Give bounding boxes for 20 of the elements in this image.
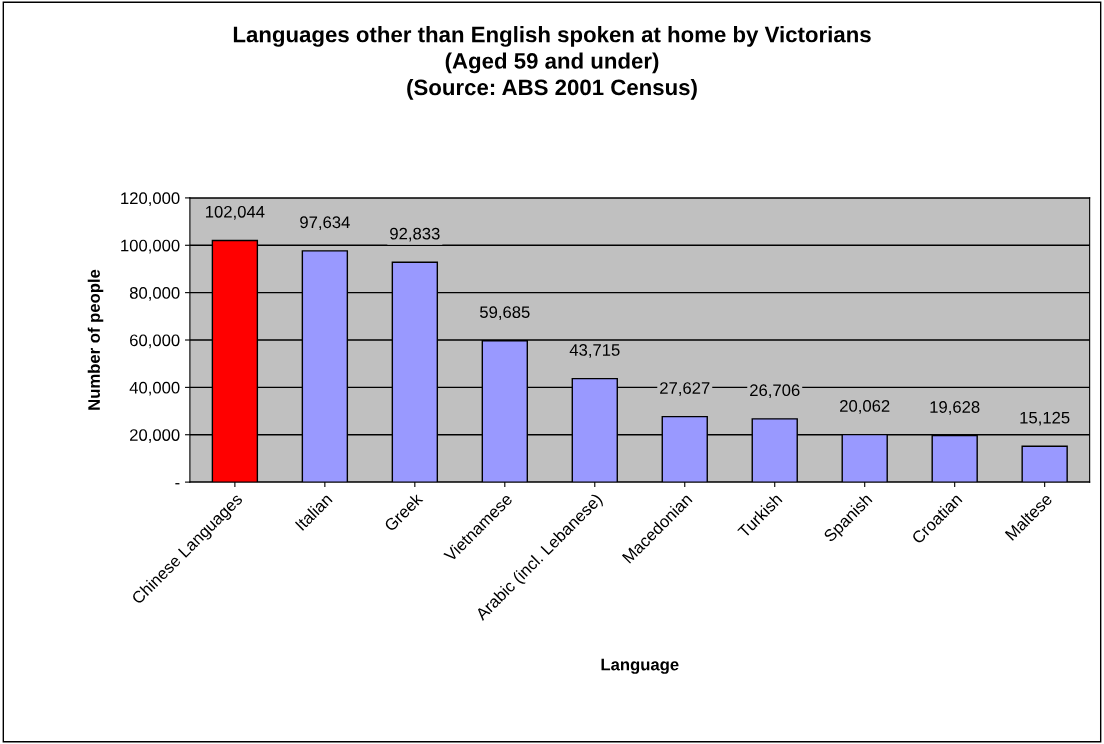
y-tick-label: -	[175, 483, 180, 485]
data-label: 59,685	[479, 306, 530, 320]
y-tick-label: 20,000	[130, 429, 180, 443]
data-label: 26,706	[750, 384, 800, 399]
data-label: 15,125	[1020, 411, 1070, 426]
y-tick-label: 40,000	[129, 381, 180, 396]
data-label: 27,627	[660, 382, 710, 396]
y-tick-label: 100,000	[121, 239, 180, 254]
chart-title: Languages other than English spoken at home by Victorians (Aged 59 and under) (Source: ABS 2001 Census)	[233, 26, 871, 100]
data-label: 43,715	[569, 344, 620, 358]
y-tick-label: 120,000	[121, 192, 180, 207]
data-label: 92,833	[390, 227, 440, 242]
data-label: 20,062	[840, 400, 890, 414]
y-tick-label: 60,000	[130, 334, 180, 349]
x-axis-title: Language	[601, 658, 679, 674]
y-tick-label: 80,000	[129, 287, 180, 301]
data-label: 19,628	[930, 401, 980, 415]
y-axis-title: Number of people	[87, 269, 104, 410]
data-label: 102,044	[206, 205, 265, 220]
data-label: 97,634	[300, 216, 350, 231]
